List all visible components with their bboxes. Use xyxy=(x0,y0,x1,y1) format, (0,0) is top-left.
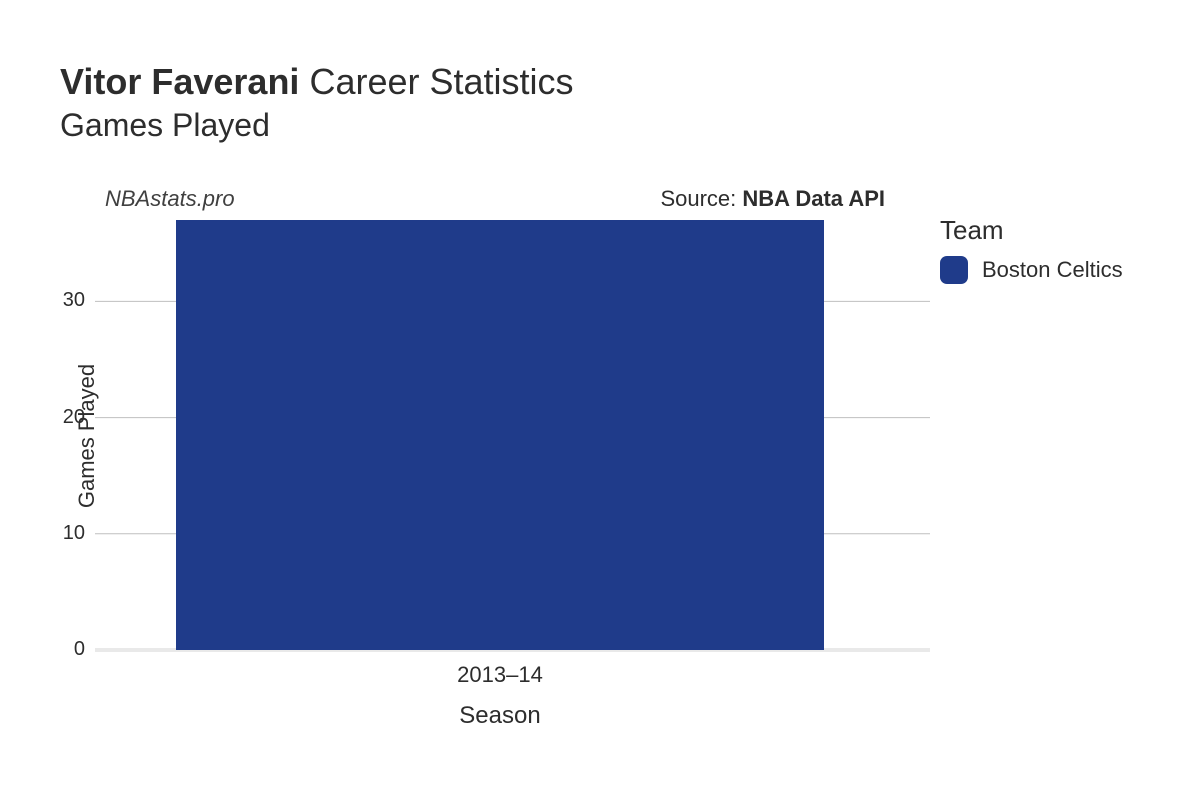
y-tick-label: 10 xyxy=(45,522,85,545)
chart-container: Vitor Faverani Career Statistics Games P… xyxy=(0,0,1200,800)
player-name: Vitor Faverani xyxy=(60,61,299,102)
caption-source: Source: NBA Data API xyxy=(660,186,885,212)
x-tick-label: 2013–14 xyxy=(420,662,580,688)
bar-chart xyxy=(95,220,905,650)
caption-source-name: NBA Data API xyxy=(742,186,885,211)
caption-site: NBAstats.pro xyxy=(105,186,235,212)
chart-subtitle: Games Played xyxy=(60,107,574,144)
legend-item: Boston Celtics xyxy=(940,256,1123,284)
y-axis-label: Games Played xyxy=(74,364,100,508)
caption-source-prefix: Source: xyxy=(660,186,742,211)
y-tick-label: 30 xyxy=(45,289,85,312)
chart-title: Vitor Faverani Career Statistics xyxy=(60,60,574,103)
chart-title-block: Vitor Faverani Career Statistics Games P… xyxy=(60,60,574,144)
y-tick-label: 20 xyxy=(45,406,85,429)
legend-swatch xyxy=(940,256,968,284)
legend: Team Boston Celtics xyxy=(940,215,1123,284)
legend-title: Team xyxy=(940,215,1123,246)
bar xyxy=(176,220,824,650)
legend-label: Boston Celtics xyxy=(982,257,1123,283)
x-axis-label: Season xyxy=(440,702,560,730)
title-suffix: Career Statistics xyxy=(309,61,573,102)
y-tick-label: 0 xyxy=(45,638,85,661)
